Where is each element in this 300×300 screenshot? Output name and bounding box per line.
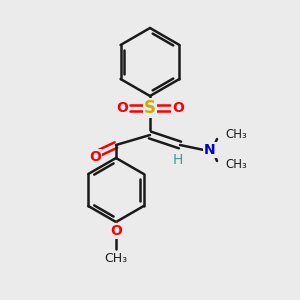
- Text: CH₃: CH₃: [225, 158, 247, 172]
- Text: S: S: [144, 99, 156, 117]
- Text: O: O: [116, 101, 128, 115]
- Text: CH₃: CH₃: [104, 252, 128, 265]
- Text: O: O: [89, 150, 101, 164]
- Text: CH₃: CH₃: [225, 128, 247, 142]
- Text: H: H: [173, 153, 183, 167]
- Text: O: O: [110, 224, 122, 238]
- Text: O: O: [172, 101, 184, 115]
- Text: N: N: [204, 143, 216, 157]
